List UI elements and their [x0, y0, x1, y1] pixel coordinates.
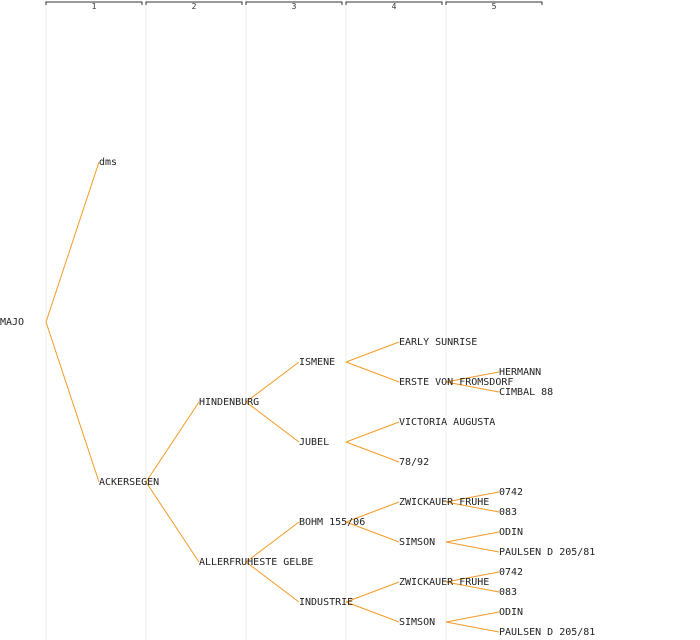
generation-number: 2: [192, 2, 197, 11]
node-label-ismene: ISMENE: [299, 357, 335, 368]
node-label-a0742: 0742: [499, 487, 523, 498]
edge-sim2-paul2: [445, 621, 500, 633]
edge-allerfr-bohm: [245, 521, 300, 563]
edge-sim2-odin2: [445, 611, 500, 623]
edge-ismene-erste: [345, 361, 400, 383]
node-label-bohm: BOHM 155/06: [299, 517, 365, 528]
node-label-victoria: VICTORIA AUGUSTA: [399, 417, 495, 428]
node-label-early: EARLY SUNRISE: [399, 337, 477, 348]
node-label-ackersegen: ACKERSEGEN: [99, 477, 159, 488]
node-label-majo: MAJO: [0, 317, 24, 328]
edge-sim1-paul1: [445, 541, 500, 553]
node-label-erste: ERSTE VON FROMSDORF: [399, 377, 513, 388]
edge-sim1-odin1: [445, 531, 500, 543]
edge-zw2-b083: [445, 581, 500, 593]
edge-erste-cimbal: [445, 381, 500, 393]
edge-majo-dms: [45, 161, 100, 323]
edge-zw2-b0742: [445, 571, 500, 583]
label-layer: MAJO dms ACKERSEGEN HINDENBURG ALLERFRUHESTE…: [0, 157, 595, 638]
node-label-dms: dms: [99, 157, 117, 168]
edge-zw1-a083: [445, 501, 500, 513]
edge-allerfr-industrie: [245, 561, 300, 603]
node-label-paul2: PAULSEN D 205/81: [499, 627, 595, 638]
generation-number: 3: [292, 2, 297, 11]
generation-number: 5: [492, 2, 497, 11]
node-label-odin2: ODIN: [499, 607, 523, 618]
node-label-allerfr: ALLERFRUHESTE GELBE: [199, 557, 313, 568]
edge-hindenburg-jubel: [245, 401, 300, 443]
node-label-n7892: 78/92: [399, 457, 429, 468]
edge-bohm-sim1: [345, 521, 400, 543]
edge-ackersegen-allerfr: [145, 481, 200, 563]
edge-industrie-zw2: [345, 581, 400, 603]
generation-number: 4: [392, 2, 397, 11]
edge-jubel-victoria: [345, 421, 400, 443]
generation-bracket: [145, 1, 243, 5]
generation-bracket: [245, 1, 343, 5]
node-label-a083: 083: [499, 507, 517, 518]
node-label-jubel: JUBEL: [299, 437, 329, 448]
generation-bracket: [345, 1, 443, 5]
node-label-sim1: SIMSON: [399, 537, 435, 548]
generation-number: 1: [92, 2, 97, 11]
node-label-hindenburg: HINDENBURG: [199, 397, 259, 408]
edge-layer: [45, 161, 500, 633]
node-label-zw1: ZWICKAUER FRUHE: [399, 497, 489, 508]
edge-ackersegen-hindenburg: [145, 401, 200, 483]
node-label-sim2: SIMSON: [399, 617, 435, 628]
edge-hindenburg-ismene: [245, 361, 300, 403]
node-label-industrie: INDUSTRIE: [299, 597, 353, 608]
node-label-b0742: 0742: [499, 567, 523, 578]
node-label-b083: 083: [499, 587, 517, 598]
node-label-hermann: HERMANN: [499, 367, 541, 378]
edge-industrie-sim2: [345, 601, 400, 623]
generation-bracket: [45, 1, 143, 5]
node-label-paul1: PAULSEN D 205/81: [499, 547, 595, 558]
node-label-odin1: ODIN: [499, 527, 523, 538]
edge-ismene-early: [345, 341, 400, 363]
node-label-zw2: ZWICKAUER FRUHE: [399, 577, 489, 588]
edge-bohm-zw1: [345, 501, 400, 523]
edge-erste-hermann: [445, 371, 500, 383]
edge-jubel-n7892: [345, 441, 400, 463]
generation-header: 1 2 3 4 5: [45, 0, 543, 640]
edge-zw1-a0742: [445, 491, 500, 503]
generation-bracket: [445, 1, 543, 5]
node-label-cimbal: CIMBAL 88: [499, 387, 553, 398]
edge-majo-ackersegen: [45, 321, 100, 483]
